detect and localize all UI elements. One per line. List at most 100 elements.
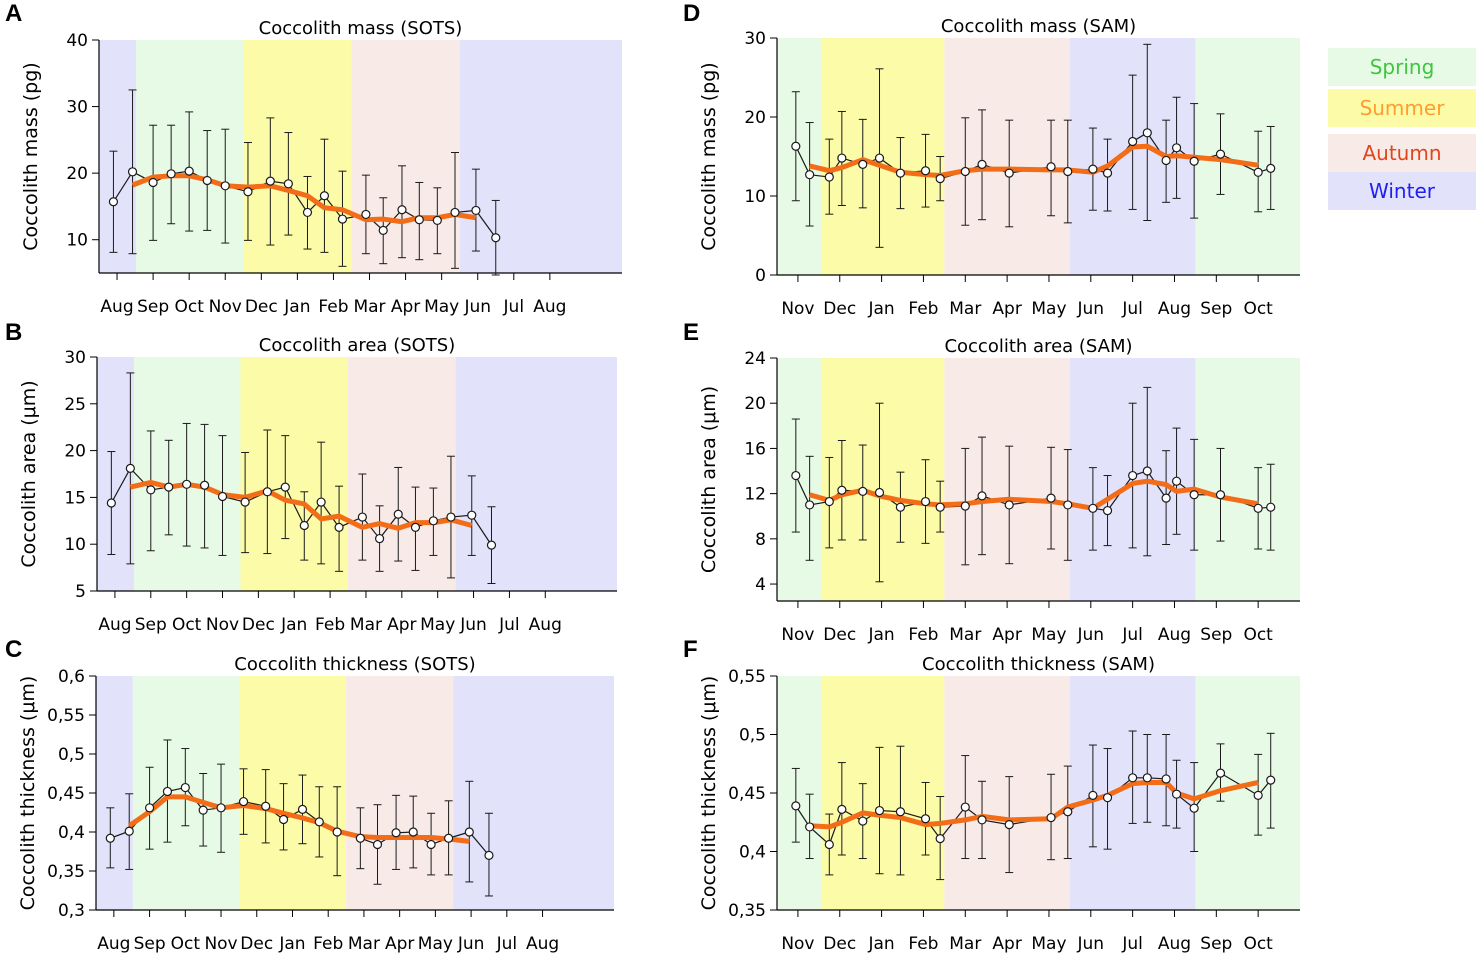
x-tick-label: Aug: [98, 615, 131, 635]
data-point: [127, 167, 138, 177]
x-tick-label: Jun: [457, 934, 485, 954]
data-point: [960, 166, 970, 177]
season-band-summer: [243, 40, 352, 273]
x-tick-label: Jun: [1077, 934, 1105, 954]
data-point: [791, 470, 801, 481]
y-tick-label: 20: [744, 108, 766, 128]
season-band-winter: [459, 40, 622, 273]
season-band-winter: [99, 40, 137, 273]
y-tick-label: 0,4: [58, 823, 85, 843]
panel-e: E Coccolith area (SAM) 4 8 12 16 20 24 Coccolith…: [683, 319, 1300, 645]
x-tick-label: May: [1031, 299, 1066, 319]
data-point: [467, 510, 477, 520]
data-point: [858, 159, 868, 169]
data-point: [166, 169, 176, 179]
data-point: [977, 815, 987, 825]
data-point: [202, 175, 212, 186]
x-tick-label: May: [420, 615, 455, 635]
data-point: [378, 225, 388, 235]
data-point: [895, 502, 906, 512]
x-tick-label: Jan: [278, 934, 305, 954]
x-tick-label: Dec: [240, 934, 273, 954]
y-tick-label: 0,35: [47, 862, 85, 882]
y-tick-label: 0,5: [58, 745, 85, 765]
x-tick-label: May: [418, 934, 453, 954]
data-point: [261, 801, 271, 811]
x-tick-label: Apr: [387, 615, 416, 635]
x-tick-label: Oct: [1243, 299, 1273, 319]
panel-c: C Coccolith thickness (SOTS) 0,3 0,35 0,4 0,4…: [5, 636, 614, 954]
data-point: [464, 827, 474, 837]
data-point: [125, 463, 135, 473]
x-tick-label: Feb: [318, 297, 348, 317]
y-tick-label: 16: [744, 439, 766, 459]
x-tick-label: Jul: [496, 934, 518, 954]
data-point: [262, 487, 272, 497]
x-tick-label: Dec: [242, 615, 275, 635]
x-tick-label: Jun: [463, 297, 491, 317]
data-point: [148, 177, 158, 188]
x-tick-label: Jul: [1121, 934, 1143, 954]
data-point: [1215, 768, 1226, 778]
y-tick-label: 0,4: [739, 843, 766, 863]
data-point: [935, 174, 945, 184]
panel-f: F Coccolith thickness (SAM) 0,35 0,4 0,45 0,5…: [683, 636, 1300, 954]
legend-autumn: Autumn: [1328, 134, 1476, 172]
data-point: [180, 782, 190, 793]
panel-letter: B: [5, 319, 22, 346]
data-point: [1161, 493, 1171, 503]
y-tick-label: 24: [744, 349, 766, 369]
y-axis-label: Coccolith area (μm): [18, 380, 40, 567]
data-point: [337, 214, 348, 224]
y-tick-label: 20: [66, 164, 88, 184]
data-point: [428, 516, 438, 526]
y-tick-label: 10: [744, 187, 766, 207]
y-tick-label: 0,55: [728, 667, 766, 687]
x-tick-label: Sep: [1200, 625, 1232, 645]
x-tick-label: Apr: [992, 299, 1021, 319]
y-tick-label: 30: [66, 98, 88, 118]
data-point: [182, 479, 192, 489]
data-point: [977, 159, 987, 169]
y-tick-label: 20: [744, 394, 766, 414]
legend-spring: Spring: [1328, 48, 1476, 86]
x-tick-label: Sep: [1200, 299, 1232, 319]
data-point: [426, 839, 436, 850]
data-point: [450, 207, 460, 218]
data-point: [1161, 155, 1171, 166]
x-tick-label: Mar: [348, 934, 380, 954]
data-point: [146, 485, 156, 495]
data-point: [837, 153, 847, 163]
y-axis-label: Coccolith area (μm): [698, 386, 720, 573]
y-tick-label: 10: [64, 535, 86, 555]
x-tick-label: Jan: [283, 297, 310, 317]
season-band-spring: [777, 358, 821, 601]
data-point: [805, 170, 815, 180]
panel-b: B Coccolith area (SOTS) 5 10 15 20 25 30 Coccoli…: [5, 319, 617, 635]
y-tick-label: 0,45: [728, 784, 766, 804]
data-point: [316, 497, 326, 507]
data-point: [1189, 803, 1199, 813]
data-point: [1128, 470, 1138, 481]
chart-title: Coccolith area (SOTS): [259, 335, 456, 356]
legend-autumn-label: Autumn: [1362, 141, 1442, 165]
season-band-summer: [240, 357, 349, 591]
panel-letter: E: [683, 319, 699, 346]
data-point: [243, 187, 253, 197]
x-tick-label: Dec: [823, 625, 856, 645]
panel-a: A Coccolith mass (SOTS) 10 20 30 40 Coccolith …: [5, 0, 622, 317]
data-point: [278, 814, 289, 825]
x-tick-label: Dec: [823, 934, 856, 954]
data-point: [184, 166, 194, 176]
x-tick-label: Sep: [137, 297, 169, 317]
data-point: [824, 496, 834, 507]
data-point: [895, 807, 906, 817]
x-tick-label: Nov: [781, 299, 814, 319]
data-point: [319, 191, 330, 201]
season-band-winter: [453, 676, 614, 910]
y-tick-label: 8: [755, 530, 766, 550]
x-tick-label: Apr: [992, 934, 1021, 954]
data-point: [414, 215, 424, 225]
data-point: [357, 512, 367, 522]
x-tick-label: Apr: [385, 934, 414, 954]
